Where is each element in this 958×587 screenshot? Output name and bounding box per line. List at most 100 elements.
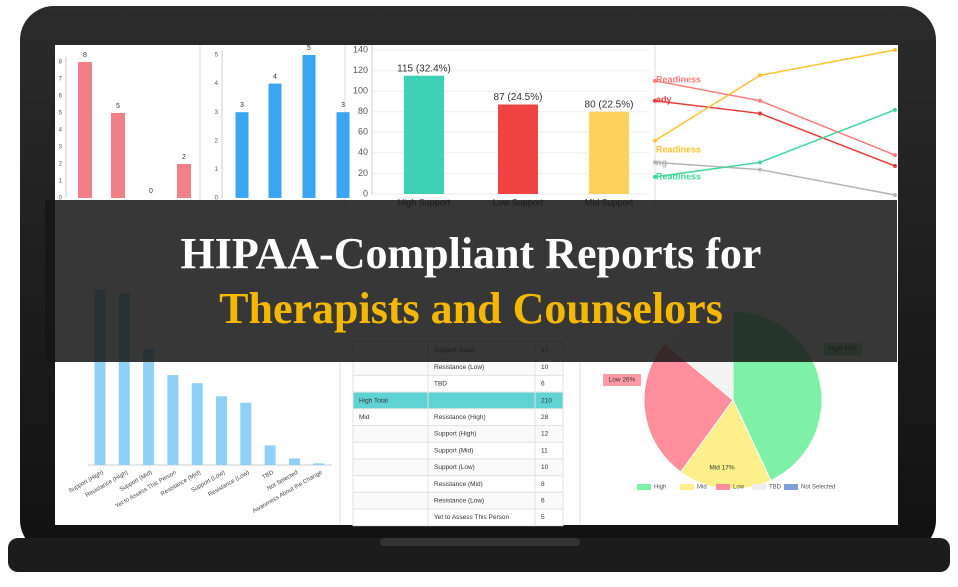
line-point (758, 111, 762, 116)
slice-label: Low 26% (609, 377, 636, 384)
y-tick-label: 8 (59, 60, 63, 66)
legend-label: Low (733, 485, 745, 491)
table-cell: Support (High) (434, 431, 476, 438)
slice-label-box (703, 462, 741, 474)
table-cell: 12 (541, 431, 549, 438)
screen-content: 0123456788502012345345302040608010012014… (59, 44, 897, 527)
table-cell: 28 (541, 414, 549, 421)
bar (313, 463, 325, 465)
series-label: ady (656, 94, 672, 104)
line-point (758, 73, 762, 78)
legend-label: TBD (769, 485, 782, 491)
y-tick-label: 40 (358, 147, 368, 157)
line-point (893, 107, 897, 112)
line-point (653, 160, 657, 165)
y-tick-label: 4 (59, 128, 63, 134)
bar (111, 113, 125, 198)
data-label: 115 (32.4%) (397, 63, 451, 74)
slice-label: Mid 17% (709, 465, 735, 472)
y-tick-label: 5 (215, 53, 219, 59)
table-cell: 10 (541, 464, 549, 471)
table-row (352, 508, 564, 527)
y-tick-label: 20 (358, 168, 368, 178)
bar (302, 55, 316, 198)
bar (177, 164, 191, 198)
table-cell: Resistance (Mid) (434, 481, 483, 488)
legend-label: Mid (697, 485, 707, 491)
y-tick-label: 100 (353, 86, 368, 96)
legend-swatch (716, 484, 730, 490)
laptop-notch (380, 538, 580, 546)
bar (498, 104, 538, 194)
y-tick-label: 80 (358, 106, 368, 116)
data-label: 0 (149, 188, 153, 195)
y-tick-label: 1 (215, 167, 219, 173)
table-cell: Yet to Assess This Person (434, 514, 510, 521)
slice-label-box (603, 374, 641, 386)
y-tick-label: 5 (59, 111, 63, 117)
bar (589, 111, 629, 194)
data-label: 8 (83, 52, 87, 59)
data-label: 2 (182, 154, 186, 161)
legend-swatch (752, 484, 766, 490)
table-cell: Support (Low) (434, 464, 475, 471)
y-tick-label: 120 (353, 65, 368, 75)
legend-label: High (654, 485, 666, 491)
bar (94, 289, 106, 465)
series-label: Readiness (656, 74, 701, 84)
x-tick-label: TBD (261, 470, 275, 482)
bar (118, 293, 130, 465)
y-tick-label: 60 (358, 127, 368, 137)
table-cell: Support (Mid) (434, 447, 473, 454)
table-cell: 5 (541, 514, 545, 521)
legend-swatch (784, 484, 798, 490)
data-label: 4 (273, 73, 277, 80)
y-tick-label: 6 (59, 94, 63, 100)
line-point (893, 164, 897, 168)
table-row (352, 374, 564, 393)
y-tick-label: 3 (59, 145, 63, 151)
banner-line1: HIPAA-Compliant Reports for (181, 229, 762, 278)
line-point (758, 160, 762, 165)
legend-swatch (637, 484, 651, 490)
series-label: ng (656, 157, 667, 167)
banner (45, 200, 897, 362)
y-tick-label: 0 (363, 188, 368, 198)
line-point (653, 78, 657, 83)
y-tick-label: 1 (59, 179, 63, 185)
table-cell: 10 (541, 364, 549, 371)
y-tick-label: 0 (59, 196, 63, 202)
line-point (653, 174, 657, 179)
line-point (893, 193, 897, 197)
data-label: 5 (307, 45, 311, 52)
data-label: 5 (116, 103, 120, 110)
table-cell: Resistance (High) (434, 414, 486, 421)
line-point (653, 98, 657, 103)
y-tick-label: 2 (59, 162, 63, 168)
line-point (758, 167, 762, 172)
y-tick-label: 140 (353, 44, 368, 54)
y-tick-label: 0 (215, 196, 219, 202)
table-cell: 8 (541, 481, 545, 488)
laptop-base (8, 538, 950, 572)
bar (268, 83, 282, 198)
y-tick-label: 7 (59, 77, 63, 83)
series-label: Readiness (656, 171, 701, 181)
line-point (653, 138, 657, 143)
data-label: 80 (22.5%) (585, 99, 634, 110)
y-tick-label: 2 (215, 138, 219, 144)
data-label: 3 (341, 102, 345, 109)
legend-label: Not Selected (801, 485, 835, 491)
table-cell: TBD (434, 381, 447, 388)
data-label: 87 (24.5%) (494, 92, 543, 103)
bar (336, 112, 350, 198)
bar (216, 396, 227, 465)
table-cell: Resistance (Low) (434, 364, 484, 371)
y-tick-label: 3 (215, 110, 219, 116)
table-cell: 210 (541, 397, 552, 404)
line-point (893, 48, 897, 52)
bar (78, 62, 92, 198)
table-cell: Resistance (Low) (434, 498, 484, 505)
line-point (893, 153, 897, 158)
bar (191, 383, 203, 465)
